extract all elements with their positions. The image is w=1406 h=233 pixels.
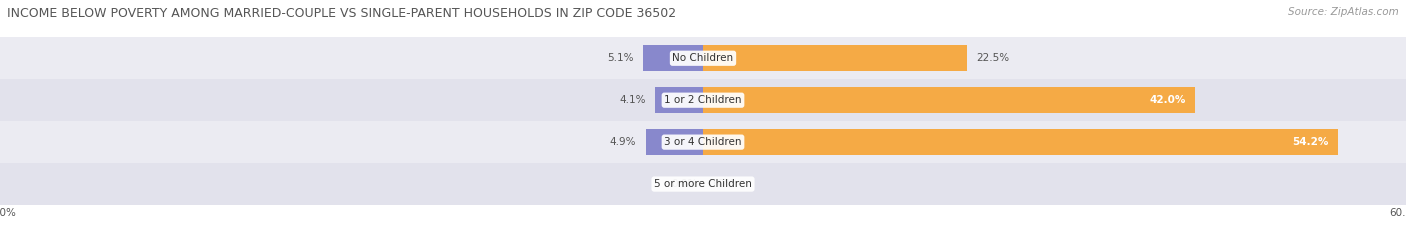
Bar	[0, 79, 1406, 121]
Bar	[0, 37, 1406, 79]
Text: 54.2%: 54.2%	[1292, 137, 1329, 147]
Text: No Children: No Children	[672, 53, 734, 63]
Bar	[0, 121, 1406, 163]
Bar	[703, 87, 1195, 113]
Text: 3 or 4 Children: 3 or 4 Children	[664, 137, 742, 147]
Text: 22.5%: 22.5%	[976, 53, 1010, 63]
Text: INCOME BELOW POVERTY AMONG MARRIED-COUPLE VS SINGLE-PARENT HOUSEHOLDS IN ZIP COD: INCOME BELOW POVERTY AMONG MARRIED-COUPL…	[7, 7, 676, 20]
Bar	[0, 163, 1406, 205]
Bar	[703, 129, 1339, 155]
Text: 4.9%: 4.9%	[610, 137, 637, 147]
Bar	[655, 87, 703, 113]
Bar	[644, 45, 703, 71]
Text: 0.0%: 0.0%	[709, 179, 735, 189]
Text: 4.1%: 4.1%	[619, 95, 645, 105]
Text: 0.0%: 0.0%	[671, 179, 697, 189]
Text: 42.0%: 42.0%	[1149, 95, 1185, 105]
Bar	[703, 45, 967, 71]
Text: Source: ZipAtlas.com: Source: ZipAtlas.com	[1288, 7, 1399, 17]
Text: 5.1%: 5.1%	[607, 53, 634, 63]
Text: 5 or more Children: 5 or more Children	[654, 179, 752, 189]
Text: 1 or 2 Children: 1 or 2 Children	[664, 95, 742, 105]
Bar	[645, 129, 703, 155]
